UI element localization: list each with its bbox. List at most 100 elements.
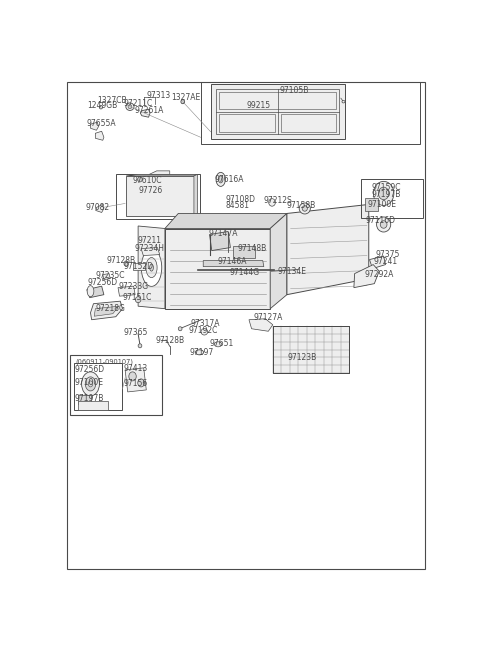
Text: 97651: 97651: [210, 339, 234, 348]
Text: 97292A: 97292A: [364, 270, 394, 279]
Text: 97116D: 97116D: [365, 217, 395, 225]
Ellipse shape: [146, 258, 157, 277]
Text: 97152D: 97152D: [124, 262, 154, 271]
Text: 84581: 84581: [226, 201, 250, 210]
Polygon shape: [270, 214, 287, 309]
Text: 97375: 97375: [375, 250, 400, 259]
Text: 97197B: 97197B: [372, 190, 401, 199]
Bar: [133, 262, 145, 270]
Polygon shape: [126, 174, 198, 176]
Text: 97134E: 97134E: [277, 267, 307, 275]
Bar: [78, 395, 91, 404]
Text: 97197: 97197: [189, 348, 213, 357]
Text: 97616A: 97616A: [215, 175, 244, 184]
Text: 97211C: 97211C: [124, 99, 153, 107]
Text: 97211: 97211: [137, 236, 161, 245]
Polygon shape: [354, 264, 379, 288]
Text: 97212S: 97212S: [263, 197, 292, 206]
Text: 1327CB: 1327CB: [97, 96, 127, 105]
Polygon shape: [126, 176, 194, 216]
Ellipse shape: [178, 327, 182, 331]
Bar: [219, 92, 336, 109]
Bar: [78, 402, 108, 410]
Ellipse shape: [138, 344, 142, 348]
Polygon shape: [203, 260, 264, 267]
Text: 97256D: 97256D: [75, 365, 105, 374]
Bar: [365, 199, 378, 211]
Ellipse shape: [99, 105, 103, 109]
Text: 1249GB: 1249GB: [87, 101, 117, 110]
Polygon shape: [87, 286, 104, 298]
Text: 97158B: 97158B: [287, 201, 316, 210]
Text: 97128B: 97128B: [156, 336, 185, 345]
Bar: [201, 81, 420, 145]
Ellipse shape: [181, 100, 185, 104]
Polygon shape: [149, 171, 170, 174]
Text: 97197B: 97197B: [75, 395, 104, 404]
Polygon shape: [125, 368, 146, 392]
Text: 97313: 97313: [146, 91, 171, 100]
Text: 97123B: 97123B: [288, 353, 317, 362]
Text: 97147A: 97147A: [209, 229, 238, 238]
Ellipse shape: [215, 342, 222, 347]
Ellipse shape: [87, 286, 94, 297]
Text: 97234H: 97234H: [134, 243, 164, 253]
Ellipse shape: [126, 103, 134, 111]
Polygon shape: [96, 132, 104, 140]
Text: 1327AE: 1327AE: [171, 92, 200, 102]
Polygon shape: [165, 229, 270, 309]
Text: 97235C: 97235C: [96, 271, 125, 280]
Polygon shape: [210, 232, 230, 251]
Ellipse shape: [128, 105, 132, 109]
Ellipse shape: [302, 206, 307, 211]
Polygon shape: [94, 306, 119, 316]
Text: 99215: 99215: [247, 101, 271, 110]
Ellipse shape: [135, 297, 141, 303]
Bar: [273, 326, 349, 373]
Ellipse shape: [138, 177, 142, 182]
Ellipse shape: [150, 264, 154, 271]
Polygon shape: [233, 245, 255, 258]
Text: (060911-090107): (060911-090107): [75, 359, 133, 365]
Text: 97148B: 97148B: [237, 244, 266, 253]
Text: 97151C: 97151C: [122, 293, 152, 301]
Polygon shape: [165, 214, 287, 229]
Ellipse shape: [218, 176, 223, 183]
Text: 97127A: 97127A: [253, 312, 283, 322]
Polygon shape: [249, 319, 273, 331]
Ellipse shape: [377, 217, 391, 232]
Text: 97413: 97413: [123, 365, 147, 374]
Ellipse shape: [380, 221, 387, 229]
Text: 97144G: 97144G: [229, 268, 259, 277]
Ellipse shape: [216, 173, 225, 186]
Polygon shape: [140, 109, 150, 117]
Ellipse shape: [269, 199, 276, 206]
Text: 97365: 97365: [124, 328, 148, 337]
Ellipse shape: [378, 187, 389, 200]
Bar: [281, 114, 336, 132]
Bar: [116, 174, 200, 219]
Bar: [273, 326, 349, 373]
Text: 97082: 97082: [85, 203, 109, 212]
Polygon shape: [91, 301, 122, 320]
Polygon shape: [96, 204, 104, 212]
Ellipse shape: [124, 261, 129, 266]
Text: 97156: 97156: [123, 380, 147, 389]
Text: 97233G: 97233G: [119, 282, 149, 290]
Text: 97128B: 97128B: [107, 256, 136, 265]
Ellipse shape: [85, 377, 96, 391]
Text: 97317A: 97317A: [191, 319, 220, 328]
Ellipse shape: [129, 372, 136, 381]
Text: 97192C: 97192C: [188, 326, 218, 335]
Text: 97105B: 97105B: [279, 86, 309, 95]
Polygon shape: [370, 256, 385, 269]
Ellipse shape: [373, 182, 394, 206]
Text: 97100E: 97100E: [75, 378, 104, 387]
Text: 97241: 97241: [373, 256, 398, 266]
Bar: [216, 89, 339, 134]
Bar: [71, 355, 162, 415]
Text: 97256D: 97256D: [87, 278, 117, 287]
Ellipse shape: [141, 249, 162, 286]
Ellipse shape: [195, 350, 204, 355]
Bar: [360, 180, 423, 219]
